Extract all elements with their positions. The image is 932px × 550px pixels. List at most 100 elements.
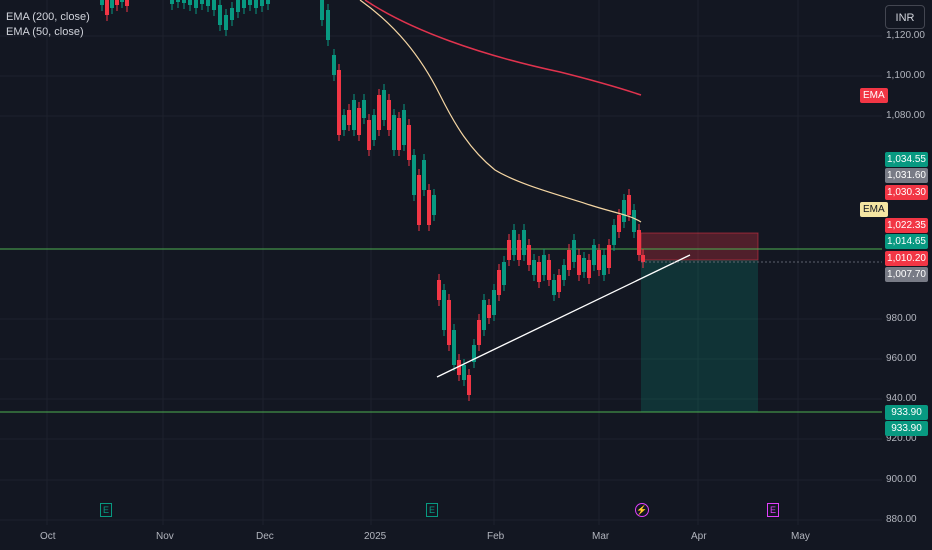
candle-body — [547, 260, 551, 280]
candle-body — [110, 0, 114, 8]
candle-body — [332, 55, 336, 75]
candle-body — [457, 360, 461, 375]
candle-body — [357, 108, 361, 135]
candle-body — [407, 125, 411, 160]
candle-body — [176, 0, 180, 2]
candle-body — [532, 260, 536, 275]
ema-50-label: EMA — [860, 202, 888, 217]
candle-body — [224, 15, 228, 30]
candle-body — [248, 0, 252, 5]
candle-body — [100, 0, 104, 5]
candle-body — [212, 0, 216, 10]
candle-body — [512, 230, 516, 255]
candle-body — [115, 0, 119, 5]
ema-50-line — [359, 0, 642, 223]
legend-ema-50[interactable]: EMA (50, close) — [6, 26, 84, 38]
candle-body — [572, 240, 576, 262]
candle-body — [522, 230, 526, 255]
candle-body — [266, 0, 270, 4]
candle-body — [537, 262, 541, 282]
x-tick: Apr — [691, 531, 707, 542]
profit-target-zone — [641, 260, 758, 412]
candle-body — [567, 250, 571, 270]
y-tick: 1,080.00 — [886, 110, 925, 121]
candle-body — [326, 10, 330, 40]
candle-body — [477, 320, 481, 345]
price-tag-high: 1,034.55 — [885, 152, 928, 167]
candle-body — [342, 115, 346, 130]
candle-body — [617, 215, 621, 232]
candle-body — [125, 0, 129, 6]
candle-body — [607, 245, 611, 268]
candle-body — [472, 345, 476, 362]
candle-body — [492, 290, 496, 315]
candle-body — [497, 270, 501, 295]
x-tick: Feb — [487, 531, 505, 542]
earnings-icon[interactable]: E — [426, 503, 438, 517]
candle-body — [452, 330, 456, 365]
candle-body — [622, 200, 626, 222]
candle-body — [382, 90, 386, 120]
candle-body — [392, 115, 396, 150]
trendline — [436, 254, 691, 378]
candle-body — [230, 8, 234, 20]
candle-body — [352, 100, 356, 130]
price-tag-target: 933.90 — [885, 421, 928, 436]
candle-body — [387, 100, 391, 130]
x-tick: 2025 — [364, 531, 387, 542]
candle-body — [412, 155, 416, 195]
candle-body — [347, 110, 351, 125]
candle-body — [372, 115, 376, 140]
candle-body — [602, 255, 606, 275]
price-tag-open: 1,031.60 — [885, 168, 928, 183]
candle-body — [200, 0, 204, 4]
y-tick: 880.00 — [886, 514, 917, 525]
candle-body — [260, 0, 264, 6]
price-tag-low: 1,030.30 — [885, 185, 928, 200]
candle-body — [320, 0, 324, 20]
candle-body — [362, 100, 366, 118]
y-tick: 940.00 — [886, 393, 917, 404]
earnings-icon[interactable]: E — [767, 503, 779, 517]
earnings-icon[interactable]: E — [100, 503, 112, 517]
candle-body — [597, 250, 601, 270]
candle-body — [218, 5, 222, 25]
x-tick: May — [791, 531, 810, 542]
candle-body — [637, 230, 641, 255]
legend-ema-200[interactable]: EMA (200, close) — [6, 11, 90, 23]
price-tag-level: 1,014.65 — [885, 234, 928, 249]
chart-grid — [0, 0, 882, 525]
price-tag-current: 1,007.70 — [885, 267, 928, 282]
x-tick: Oct — [40, 531, 56, 542]
dividend-icon[interactable]: ⚡ — [635, 503, 649, 517]
price-tag-support: 933.90 — [885, 405, 928, 420]
candle-body — [120, 0, 124, 2]
y-tick: 900.00 — [886, 474, 917, 485]
candle-body — [170, 0, 174, 4]
ema-200-line — [364, 0, 642, 96]
candle-body — [527, 245, 531, 265]
candle-body — [552, 280, 556, 295]
candle-body — [592, 245, 596, 265]
stop-loss-zone — [640, 232, 759, 261]
candle-body — [562, 265, 566, 280]
candlestick-series — [100, 0, 645, 401]
candle-body — [242, 0, 246, 8]
candle-body — [194, 0, 198, 8]
candle-body — [447, 300, 451, 345]
candle-body — [627, 195, 631, 215]
candle-body — [557, 275, 561, 292]
ema-200-label: EMA — [860, 88, 888, 103]
candle-body — [432, 195, 436, 215]
candle-body — [467, 375, 471, 395]
candle-body — [377, 95, 381, 130]
candle-body — [417, 175, 421, 225]
candle-body — [105, 0, 109, 15]
candle-body — [577, 255, 581, 275]
currency-button[interactable]: INR — [885, 5, 925, 29]
candle-body — [582, 258, 586, 272]
candle-body — [367, 120, 371, 150]
candle-body — [182, 0, 186, 3]
candle-body — [487, 305, 491, 318]
